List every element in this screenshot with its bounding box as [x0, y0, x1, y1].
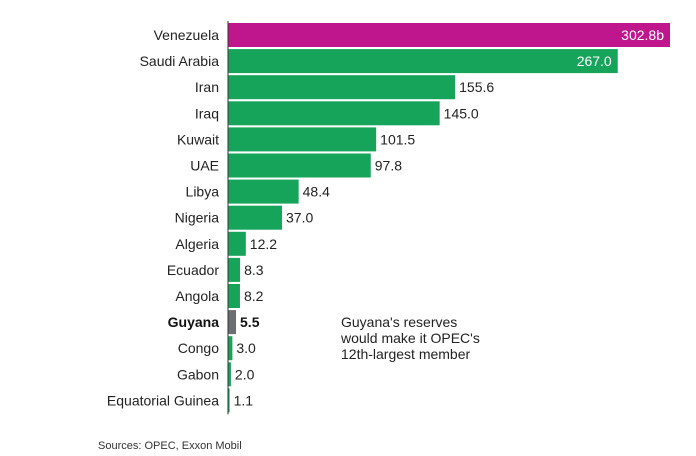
value-label-libya: 48.4 — [303, 184, 330, 200]
value-label-congo: 3.0 — [236, 340, 256, 356]
category-label-algeria: Algeria — [175, 236, 219, 252]
category-label-equatorial-guinea: Equatorial Guinea — [107, 392, 219, 408]
bar-saudi-arabia — [228, 49, 618, 74]
annotation-line-2: would make it OPEC's — [341, 330, 480, 346]
category-label-kuwait: Kuwait — [177, 131, 219, 147]
value-label-guyana: 5.5 — [240, 314, 260, 330]
value-label-saudi-arabia: 267.0 — [577, 53, 612, 69]
annotation-line-3: 12th-largest member — [341, 346, 471, 362]
bar-ecuador — [228, 257, 241, 282]
bar-libya — [228, 179, 299, 204]
category-label-nigeria: Nigeria — [175, 210, 220, 226]
value-label-iraq: 145.0 — [444, 105, 479, 121]
value-label-equatorial-guinea: 1.1 — [234, 392, 254, 408]
category-label-guyana: Guyana — [168, 314, 220, 330]
bar-chart: Venezuela Saudi Arabia Iran Iraq Kuwait UAE Li… — [107, 21, 670, 415]
bar-iran — [228, 75, 456, 100]
bar-angola — [228, 284, 240, 308]
category-label-libya: Libya — [186, 184, 220, 200]
category-label-iraq: Iraq — [195, 105, 219, 121]
category-label-gabon: Gabon — [177, 366, 219, 382]
category-label-venezuela: Venezuela — [154, 27, 220, 43]
bar-algeria — [228, 231, 246, 256]
value-label-iran: 155.6 — [459, 79, 494, 95]
bar-uae — [228, 153, 371, 178]
value-labels-group: 302.8b 267.0 155.6 145.0 101.5 97.8 48.4 37.0 12… — [234, 27, 665, 408]
value-label-venezuela: 302.8b — [621, 27, 664, 43]
category-label-congo: Congo — [178, 340, 219, 356]
bar-kuwait — [228, 127, 377, 152]
source-note: Sources: OPEC, Exxon Mobil — [98, 440, 242, 452]
value-label-ecuador: 8.3 — [244, 262, 264, 278]
bars-group — [228, 23, 670, 413]
category-labels-group: Venezuela Saudi Arabia Iran Iraq Kuwait UAE Li… — [107, 27, 219, 408]
category-label-iran: Iran — [195, 79, 219, 95]
annotation-line-1: Guyana's reserves — [341, 314, 458, 330]
value-label-nigeria: 37.0 — [286, 210, 313, 226]
bar-congo — [228, 336, 233, 361]
category-label-saudi-arabia: Saudi Arabia — [140, 53, 220, 69]
category-label-angola: Angola — [175, 288, 219, 304]
value-label-algeria: 12.2 — [250, 236, 277, 252]
category-label-ecuador: Ecuador — [167, 262, 219, 278]
value-label-uae: 97.8 — [375, 158, 402, 174]
bar-nigeria — [228, 205, 283, 230]
guyana-annotation: Guyana's reserves would make it OPEC's 1… — [341, 314, 480, 362]
bar-iraq — [228, 101, 440, 126]
value-label-angola: 8.2 — [244, 288, 264, 304]
category-label-uae: UAE — [190, 158, 219, 174]
bar-equatorial-guinea — [228, 388, 230, 413]
bar-guyana — [228, 310, 237, 335]
value-label-gabon: 2.0 — [235, 366, 255, 382]
bar-gabon — [228, 362, 231, 387]
bar-venezuela — [228, 23, 670, 47]
value-label-kuwait: 101.5 — [380, 131, 415, 147]
